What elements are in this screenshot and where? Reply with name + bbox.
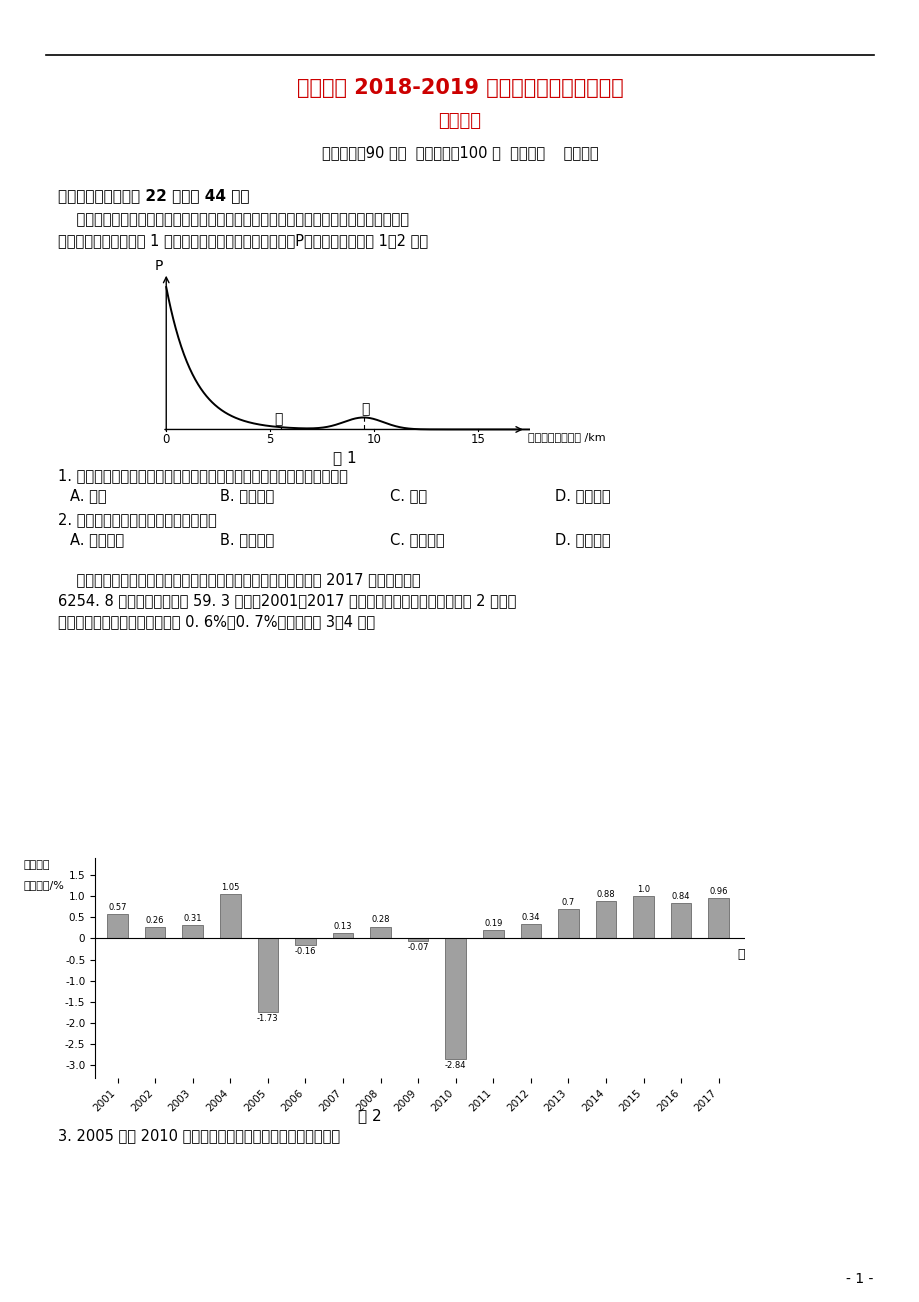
Bar	[520, 924, 540, 939]
Text: 15: 15	[471, 432, 485, 445]
Text: 3. 2005 年和 2010 年该省常住人口大量减少，表明该省当年: 3. 2005 年和 2010 年该省常住人口大量减少，表明该省当年	[58, 1128, 340, 1143]
Bar	[482, 931, 503, 939]
Text: 1.0: 1.0	[636, 885, 650, 894]
Text: C. 住宅: C. 住宅	[390, 488, 426, 503]
Text: 0.7: 0.7	[562, 897, 574, 906]
Text: 0.57: 0.57	[108, 904, 127, 913]
Text: 图 2: 图 2	[357, 1108, 381, 1124]
Text: -1.73: -1.73	[256, 1014, 278, 1022]
Text: 蚌埠一中 2018-2019 学年度第一学期期中考试: 蚌埠一中 2018-2019 学年度第一学期期中考试	[296, 78, 623, 98]
Text: P: P	[154, 259, 163, 273]
Text: 一、单项选择题（共 22 题，共 44 分）: 一、单项选择题（共 22 题，共 44 分）	[58, 187, 249, 203]
Bar	[632, 896, 653, 939]
Bar	[333, 934, 353, 939]
Text: 6254. 8 万人，比上年增加 59. 3 万人。2001～2017 年安徽省常住人口年增长率如图 2 所示，: 6254. 8 万人，比上年增加 59. 3 万人。2001～2017 年安徽省…	[58, 592, 516, 608]
Text: 考试时间：90 分钟  试卷分值：100 分  命题人：    审核人：: 考试时间：90 分钟 试卷分值：100 分 命题人： 审核人：	[322, 145, 597, 160]
Text: 1.05: 1.05	[221, 883, 239, 892]
Text: -0.07: -0.07	[407, 944, 428, 953]
Text: D. 居住用地: D. 居住用地	[554, 533, 610, 547]
Text: 0.34: 0.34	[521, 913, 539, 922]
Text: -0.16: -0.16	[294, 948, 316, 956]
Text: - 1 -: - 1 -	[845, 1272, 873, 1286]
Text: 年增长率/%: 年增长率/%	[24, 880, 64, 891]
Text: -2.84: -2.84	[445, 1061, 466, 1070]
Bar	[595, 901, 616, 939]
Text: 0.26: 0.26	[146, 917, 165, 926]
Text: 乙: 乙	[361, 402, 369, 417]
Bar	[257, 939, 278, 1012]
Text: 0.31: 0.31	[183, 914, 201, 923]
Text: 0.13: 0.13	[334, 922, 352, 931]
Bar	[108, 914, 128, 939]
Text: D. 物流园区: D. 物流园区	[554, 488, 610, 503]
Text: 堵，人居环境较差。图 1 示意该城市某个方向的土地价格（P）变化。据此完成 1～2 题。: 堵，人居环境较差。图 1 示意该城市某个方向的土地价格（P）变化。据此完成 1～…	[58, 233, 427, 247]
Text: 0.84: 0.84	[671, 892, 689, 901]
Bar	[220, 894, 241, 939]
Text: 10: 10	[367, 432, 381, 445]
Bar	[144, 927, 165, 939]
Text: 距城市中心的距离 /km: 距城市中心的距离 /km	[528, 432, 605, 441]
Bar	[670, 902, 691, 939]
Text: 5: 5	[267, 432, 274, 445]
Bar	[295, 939, 315, 945]
Text: 0.28: 0.28	[371, 915, 390, 924]
Text: C. 工业用地: C. 工业用地	[390, 533, 444, 547]
Text: 0.96: 0.96	[709, 887, 727, 896]
Text: 0.88: 0.88	[596, 891, 615, 900]
Text: B. 工业园区: B. 工业园区	[220, 488, 274, 503]
Bar	[369, 927, 391, 939]
Text: 0.19: 0.19	[483, 919, 502, 928]
Text: 高三地理: 高三地理	[438, 112, 481, 130]
Text: 常住人口是指居住在某地一定时间（半年以上）的人口。安徽省 2017 年常住人口达: 常住人口是指居住在某地一定时间（半年以上）的人口。安徽省 2017 年常住人口达	[58, 572, 420, 587]
Text: 年: 年	[737, 948, 744, 961]
Text: 0: 0	[163, 432, 170, 445]
Text: 某单中心城市，各方向发展比较均衡，城市中心附近人口和产业分布过于集中，交通拥: 某单中心城市，各方向发展比较均衡，城市中心附近人口和产业分布过于集中，交通拥	[58, 212, 409, 227]
Text: B. 公共绿地: B. 公共绿地	[220, 533, 274, 547]
Text: 1. 为优化城市中心附近的功能布局，在城市更新改造过程中，甲地宜增建: 1. 为优化城市中心附近的功能布局，在城市更新改造过程中，甲地宜增建	[58, 467, 347, 483]
Text: 2. 乙地附近比例最大的用地类型可能是: 2. 乙地附近比例最大的用地类型可能是	[58, 512, 217, 527]
Bar	[182, 926, 203, 939]
Text: 图 1: 图 1	[333, 450, 357, 465]
Text: 常住人口: 常住人口	[24, 861, 50, 870]
Bar	[558, 909, 578, 939]
Bar	[708, 898, 728, 939]
Text: A. 仓储用地: A. 仓储用地	[70, 533, 124, 547]
Text: 甲: 甲	[274, 411, 282, 426]
Bar	[407, 939, 428, 941]
Bar	[445, 939, 466, 1059]
Text: A. 公园: A. 公园	[70, 488, 107, 503]
Text: 同期该省人口自然增长率保持在 0. 6%～0. 7%。据此完成 3～4 题。: 同期该省人口自然增长率保持在 0. 6%～0. 7%。据此完成 3～4 题。	[58, 615, 375, 629]
